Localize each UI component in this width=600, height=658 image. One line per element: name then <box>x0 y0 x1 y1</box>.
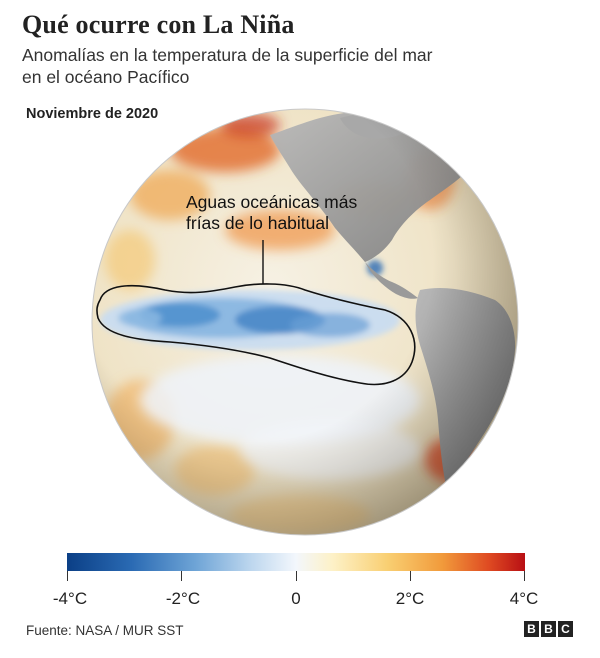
annotation-line-1: Aguas oceánicas más <box>186 192 358 212</box>
legend-tick <box>181 571 182 581</box>
legend-label-zero: 0 <box>291 589 301 608</box>
globe-surface <box>92 109 518 535</box>
cold-region-outline <box>96 283 416 386</box>
legend-label-minus2: -2°C <box>165 589 201 608</box>
page-title: Qué ocurre con La Niña <box>22 10 295 39</box>
bbc-logo: B B C <box>524 621 573 637</box>
legend-label-plus4: 4°C <box>509 589 539 608</box>
legend-tick <box>524 571 525 581</box>
logo-letter: C <box>558 621 573 637</box>
annotation-line-2: frías de lo habitual <box>186 213 330 233</box>
subtitle-line-1: Anomalías en la temperatura de la superf… <box>22 45 433 65</box>
legend-tick <box>67 571 68 581</box>
legend-label-minus4: -4°C <box>52 589 88 608</box>
cold-water-annotation: Aguas oceánicas más frías de lo habitual <box>186 192 357 234</box>
legend-tick <box>410 571 411 581</box>
globe-outline <box>91 108 519 536</box>
legend-label-plus2: 2°C <box>395 589 425 608</box>
source-note: Fuente: NASA / MUR SST <box>26 623 184 638</box>
temperature-color-scale <box>67 553 525 571</box>
subtitle: Anomalías en la temperatura de la superf… <box>22 44 582 88</box>
legend-tick <box>296 571 297 581</box>
subtitle-line-2: en el océano Pacífico <box>22 67 190 87</box>
logo-letter: B <box>524 621 539 637</box>
date-label: Noviembre de 2020 <box>26 106 159 122</box>
logo-letter: B <box>541 621 556 637</box>
